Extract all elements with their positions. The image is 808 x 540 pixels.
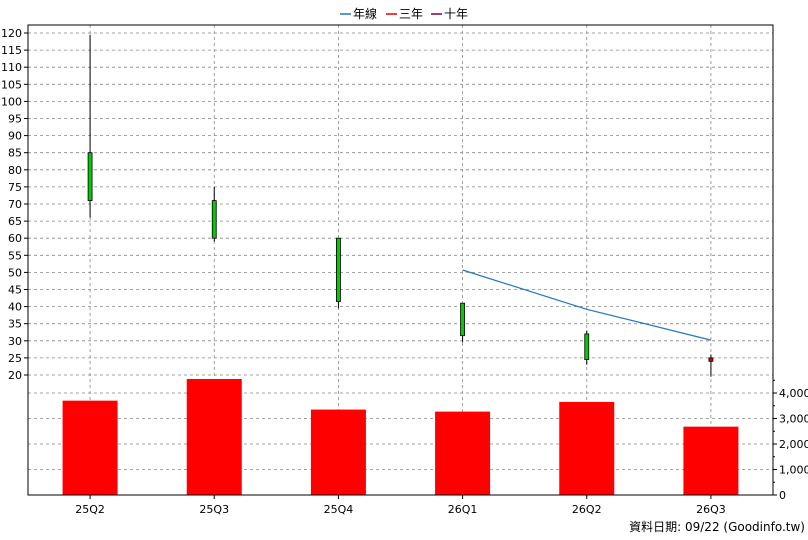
x-axis: 25Q2 25Q3 25Q4 26Q1 26Q2 26Q3 — [75, 495, 726, 516]
price-tick-label: 30 — [8, 335, 22, 348]
volume-bars — [62, 378, 739, 495]
price-tick-label: 115 — [1, 44, 22, 57]
volume-bar — [62, 400, 118, 495]
price-tick-label: 45 — [8, 284, 22, 297]
price-tick-label: 90 — [8, 130, 22, 143]
volume-bar — [435, 411, 491, 495]
volume-axis: 0 1,000 2,000 3,000 4,000 — [773, 379, 808, 502]
legend-label-ten-year: 十年 — [444, 7, 468, 21]
price-tick-label: 80 — [8, 164, 22, 177]
price-tick-label: 40 — [8, 301, 22, 314]
price-tick-label: 55 — [8, 249, 22, 262]
volume-bar — [186, 378, 242, 495]
volume-bar — [559, 401, 615, 495]
price-tick-label: 110 — [1, 61, 22, 74]
price-tick-label: 105 — [1, 78, 22, 91]
price-tick-label: 25 — [8, 352, 22, 365]
legend-label-annual: 年線 — [353, 6, 377, 21]
price-axis: 20 25 30 35 40 45 50 55 60 65 70 75 80 85 90 95 100 105 11… — [1, 27, 28, 382]
volume-bar — [683, 426, 739, 495]
candle-body — [211, 200, 217, 239]
price-tick-label: 35 — [8, 318, 22, 331]
price-tick-label: 50 — [8, 266, 22, 279]
legend: 年線 三年 十年 — [340, 6, 468, 21]
candle-body — [460, 302, 465, 337]
annual-line — [462, 269, 712, 341]
candle-body — [584, 333, 590, 361]
price-tick-label: 120 — [1, 27, 22, 40]
price-tick-label: 70 — [8, 198, 22, 211]
price-tick-label: 20 — [8, 369, 22, 382]
volume-tick-label: 0 — [779, 489, 786, 502]
candlesticks — [87, 34, 714, 377]
x-tick-label: 26Q3 — [696, 503, 726, 516]
x-tick-label: 26Q2 — [572, 503, 602, 516]
price-tick-label: 85 — [8, 147, 22, 160]
x-tick-label: 26Q1 — [448, 503, 478, 516]
price-tick-label: 100 — [1, 95, 22, 108]
candle-body — [336, 237, 341, 302]
candle-body — [87, 152, 93, 201]
price-tick-label: 95 — [8, 113, 22, 126]
plot-frame — [27, 24, 774, 496]
volume-tick-label: 4,000 — [779, 387, 808, 400]
annual-line-path — [462, 269, 712, 341]
x-tick-label: 25Q4 — [324, 503, 354, 516]
volume-tick-label: 1,000 — [779, 464, 808, 477]
x-tick-label: 25Q2 — [75, 503, 105, 516]
price-tick-label: 65 — [8, 215, 22, 228]
x-tick-label: 25Q3 — [199, 503, 229, 516]
candle-body — [708, 357, 714, 362]
volume-tick-label: 3,000 — [779, 413, 808, 426]
price-plot-area — [28, 25, 773, 380]
volume-tick-label: 2,000 — [779, 438, 808, 451]
price-tick-label: 75 — [8, 181, 22, 194]
price-tick-label: 60 — [8, 232, 22, 245]
legend-label-three-year: 三年 — [399, 7, 423, 21]
volume-bar — [310, 409, 366, 495]
source-footnote: 資料日期: 09/22 (Goodinfo.tw) — [629, 520, 805, 534]
